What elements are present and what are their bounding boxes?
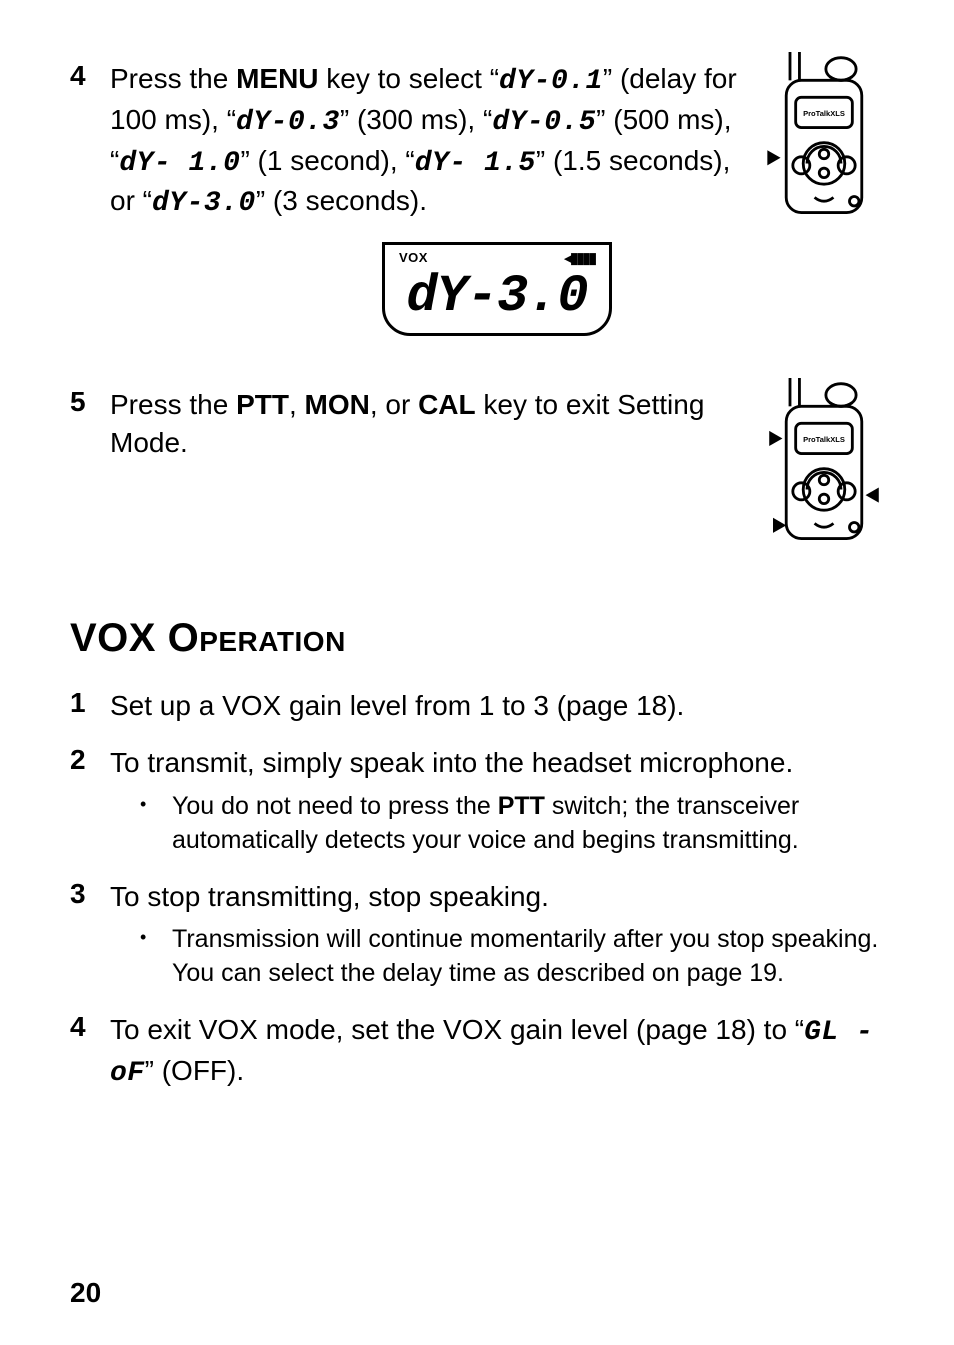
text: You do not need to press the — [172, 792, 498, 820]
radio-brand-label: ProTalkXLS — [803, 109, 845, 118]
op-step-2-body: To transmit, simply speak into the heads… — [110, 744, 884, 857]
text: ” (3 seconds). — [256, 185, 427, 216]
lcd-code: dY-3.0 — [152, 188, 256, 219]
lcd-code: dY-0.1 — [499, 66, 603, 97]
bullet-icon: • — [140, 923, 172, 991]
op-step-1-number: 1 — [70, 687, 110, 725]
radio-illustration: ProTalkXLS — [764, 378, 884, 558]
lcd-code: dY- 1.5 — [415, 148, 536, 179]
op-step-2-text: To transmit, simply speak into the heads… — [110, 747, 793, 778]
op-step-2-number: 2 — [70, 744, 110, 857]
text: To exit VOX mode, set the VOX gain level… — [110, 1014, 804, 1045]
op-step-3: 3 To stop transmitting, stop speaking. •… — [70, 878, 884, 991]
op-step-4: 4 To exit VOX mode, set the VOX gain lev… — [70, 1011, 884, 1093]
step-4-text: Press the MENU key to select “dY-0.1” (d… — [110, 60, 750, 232]
lcd-vox-indicator: VOX — [399, 249, 428, 269]
op-step-2: 2 To transmit, simply speak into the hea… — [70, 744, 884, 857]
bullet-text: Transmission will continue momentarily a… — [172, 923, 884, 991]
lcd-code: dY- 1.0 — [119, 148, 240, 179]
section-title-suffix: PERATION — [199, 626, 346, 657]
ptt-key-label: PTT — [236, 389, 289, 420]
op-step-1-text: Set up a VOX gain level from 1 to 3 (pag… — [110, 687, 884, 725]
text: Press the — [110, 389, 236, 420]
step-4-body: Press the MENU key to select “dY-0.1” (d… — [110, 60, 884, 366]
op-step-1: 1 Set up a VOX gain level from 1 to 3 (p… — [70, 687, 884, 725]
lcd-display-wrap: VOX ◂▮▮▮▮ dY-3.0 — [110, 242, 884, 336]
mon-key-label: MON — [305, 389, 370, 420]
text: , — [289, 389, 305, 420]
radio-illustration: ProTalkXLS — [764, 52, 884, 232]
op-step-3-bullet: • Transmission will continue momentarily… — [110, 923, 884, 991]
step-5-text: Press the PTT, MON, or CAL key to exit S… — [110, 386, 750, 558]
text: Press the — [110, 63, 236, 94]
text: ” (300 ms), “ — [340, 104, 492, 135]
op-step-4-text: To exit VOX mode, set the VOX gain level… — [110, 1011, 884, 1093]
step-5-number: 5 — [70, 386, 110, 558]
text: key to select “ — [319, 63, 500, 94]
bullet-icon: • — [140, 790, 172, 858]
menu-key-label: MENU — [236, 63, 318, 94]
lcd-display: VOX ◂▮▮▮▮ dY-3.0 — [382, 242, 612, 336]
bullet-text: You do not need to press the PTT switch;… — [172, 790, 884, 858]
op-step-4-number: 4 — [70, 1011, 110, 1093]
op-step-3-body: To stop transmitting, stop speaking. • T… — [110, 878, 884, 991]
step-5-body: Press the PTT, MON, or CAL key to exit S… — [110, 386, 884, 558]
page-number: 20 — [70, 1277, 101, 1309]
step-4-number: 4 — [70, 60, 110, 366]
step-4: 4 Press the MENU key to select “dY-0.1” … — [70, 60, 884, 366]
step-5: 5 Press the PTT, MON, or CAL key to exit… — [70, 386, 884, 558]
lcd-code: dY-0.5 — [492, 107, 596, 138]
text: ” (1 second), “ — [240, 145, 414, 176]
lcd-main-value: dY-3.0 — [395, 271, 599, 323]
ptt-key-label: PTT — [498, 792, 545, 820]
section-title-vox-operation: VOX OPERATION — [70, 616, 884, 661]
lcd-code: dY-0.3 — [236, 107, 340, 138]
op-step-2-bullet: • You do not need to press the PTT switc… — [110, 790, 884, 858]
text: , or — [370, 389, 418, 420]
op-step-3-text: To stop transmitting, stop speaking. — [110, 881, 549, 912]
cal-key-label: CAL — [418, 389, 476, 420]
radio-brand-label: ProTalkXLS — [803, 435, 845, 444]
section-title-prefix: VOX O — [70, 616, 199, 660]
op-step-3-number: 3 — [70, 878, 110, 991]
battery-icon: ◂▮▮▮▮ — [564, 249, 595, 269]
text: ” (OFF). — [145, 1055, 245, 1086]
